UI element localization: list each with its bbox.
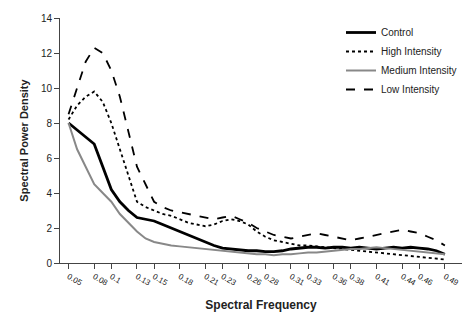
svg-text:8: 8	[46, 118, 52, 129]
svg-text:0.15: 0.15	[151, 272, 169, 288]
svg-text:0.13: 0.13	[134, 272, 152, 288]
svg-text:0.26: 0.26	[245, 272, 263, 288]
svg-text:10: 10	[41, 83, 53, 94]
svg-text:0.38: 0.38	[348, 272, 366, 288]
svg-text:6: 6	[46, 153, 52, 164]
svg-text:0.46: 0.46	[416, 272, 434, 288]
svg-text:0.21: 0.21	[202, 272, 220, 288]
svg-text:14: 14	[41, 13, 53, 24]
svg-text:0.18: 0.18	[177, 272, 195, 288]
svg-text:0.33: 0.33	[305, 272, 323, 288]
svg-text:0.28: 0.28	[262, 272, 280, 288]
svg-text:0.31: 0.31	[288, 272, 306, 288]
svg-text:0.36: 0.36	[331, 272, 349, 288]
svg-text:Medium Intensity: Medium Intensity	[381, 65, 457, 76]
svg-text:12: 12	[41, 48, 53, 59]
svg-text:High Intensity: High Intensity	[381, 46, 442, 57]
svg-text:0.05: 0.05	[66, 272, 84, 288]
svg-text:0.49: 0.49	[442, 272, 460, 288]
svg-text:0.08: 0.08	[91, 272, 109, 288]
svg-text:0: 0	[46, 258, 52, 269]
svg-text:Low Intensity: Low Intensity	[381, 84, 439, 95]
svg-text:0.23: 0.23	[220, 272, 238, 288]
svg-text:4: 4	[46, 188, 52, 199]
svg-text:Spectral Frequency: Spectral Frequency	[205, 298, 317, 312]
svg-text:Spectral Power Density: Spectral Power Density	[18, 78, 30, 201]
svg-text:0.44: 0.44	[399, 272, 417, 288]
svg-text:2: 2	[46, 223, 52, 234]
svg-text:0.41: 0.41	[373, 272, 391, 288]
svg-text:Control: Control	[381, 27, 413, 38]
svg-text:0.1: 0.1	[108, 272, 123, 286]
